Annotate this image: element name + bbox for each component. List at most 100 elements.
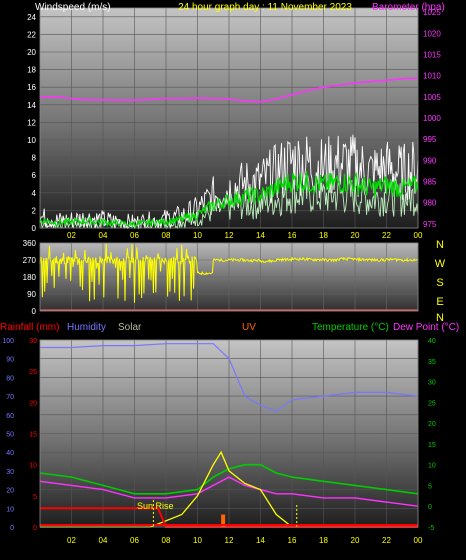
humidity-y-tick-label: 0: [10, 525, 14, 532]
wind-x-tick-label: 06: [130, 231, 139, 240]
temp-y-tick-label: -5: [428, 525, 434, 532]
wind-x-tick-label: 08: [162, 231, 171, 240]
rain-y-tick-label: 25: [29, 369, 37, 376]
temp-y-tick-label: 25: [428, 400, 436, 407]
rain-y-tick-label: 20: [29, 400, 37, 407]
rain-y-tick-label: 0: [33, 525, 37, 532]
temp-y-tick-label: 35: [428, 359, 436, 366]
temp-y-tick-label: 5: [428, 483, 432, 490]
humidity-label: Humidity: [67, 322, 106, 333]
lower-x-tick-label: 00: [414, 536, 423, 545]
wind-y-tick-label: 8: [32, 154, 37, 163]
barometer-label: Barometer (hpa): [372, 2, 445, 13]
humidity-y-tick-label: 100: [2, 338, 14, 345]
lower-x-tick-label: 16: [288, 536, 297, 545]
wind-x-tick-label: 00: [414, 231, 423, 240]
temp-y-tick-label: 0: [428, 504, 432, 511]
humidity-y-tick-label: 20: [6, 488, 14, 495]
lower-x-tick-label: 04: [99, 536, 108, 545]
sunrise-annotation: Sun Rise: [137, 501, 174, 511]
direction-y-tick-label: 90: [27, 290, 36, 299]
windspeed-label: Windspeed (m/s): [35, 2, 111, 13]
compass-label: N: [436, 239, 444, 251]
solar-label: Solar: [118, 322, 142, 333]
lower-chart-frame: [39, 339, 419, 528]
baro-y-tick-label: 975: [423, 220, 437, 229]
wind-y-tick-label: 0: [32, 224, 37, 233]
rain-y-tick-label: 5: [33, 494, 37, 501]
wind-average-trace: [39, 170, 419, 229]
baro-y-tick-label: 995: [423, 135, 437, 144]
humidity-y-tick-label: 40: [6, 450, 14, 457]
rain-y-tick-label: 15: [29, 432, 37, 439]
wind-y-tick-label: 12: [27, 118, 36, 127]
humidity-y-tick-label: 60: [6, 413, 14, 420]
wind-chart-grid: [40, 8, 419, 229]
baro-y-tick-label: 985: [423, 177, 437, 186]
uv-label: UV: [242, 322, 256, 333]
humidity-y-tick-label: 70: [6, 394, 14, 401]
lower-chart-axes: 0102030405060708090100051015202530-50510…: [2, 338, 436, 545]
wind-y-tick-label: 2: [32, 206, 37, 215]
direction-chart-marks: [39, 243, 419, 311]
lower-x-tick-label: 10: [193, 536, 202, 545]
direction-chart-frame: [39, 242, 419, 312]
wind-y-tick-label: 22: [27, 30, 36, 39]
wind-x-tick-label: 02: [67, 231, 76, 240]
wind-chart-frame: [39, 7, 419, 229]
temp-y-tick-label: 40: [428, 338, 436, 345]
compass-label: S: [436, 277, 443, 289]
temperature-line: [39, 463, 419, 495]
baro-y-tick-label: 1000: [423, 114, 441, 123]
compass-label: N: [436, 312, 444, 324]
uv-bar: [221, 514, 226, 527]
baro-y-tick-label: 1010: [423, 72, 441, 81]
temp-y-tick-label: 10: [428, 463, 436, 470]
wind-y-tick-label: 6: [32, 171, 37, 180]
lower-x-tick-label: 22: [382, 536, 391, 545]
baro-y-tick-label: 1025: [423, 8, 441, 17]
wind-chart-marks: [39, 77, 419, 230]
compass-label: E: [436, 296, 443, 308]
lower-x-tick-label: 08: [162, 536, 171, 545]
wind-y-tick-label: 10: [27, 136, 36, 145]
lower-x-tick-label: 14: [256, 536, 265, 545]
dewpoint-label: Dew Point (°C): [393, 322, 459, 333]
humidity-y-tick-label: 30: [6, 469, 14, 476]
lower-x-tick-label: 12: [225, 536, 234, 545]
wind-direction-trace: [39, 243, 419, 303]
wind-x-tick-label: 04: [99, 231, 108, 240]
wind-x-tick-label: 12: [225, 231, 234, 240]
lower-x-tick-label: 18: [319, 536, 328, 545]
wind-y-tick-label: 18: [27, 66, 36, 75]
direction-y-tick-label: 0: [32, 307, 37, 316]
lower-x-tick-label: 06: [130, 536, 139, 545]
wind-y-tick-label: 24: [27, 13, 36, 22]
baro-y-tick-label: 1020: [423, 29, 441, 38]
baro-y-tick-label: 1015: [423, 51, 441, 60]
baro-y-tick-label: 1005: [423, 93, 441, 102]
baro-y-tick-label: 990: [423, 156, 437, 165]
humidity-line: [40, 343, 419, 412]
humidity-y-tick-label: 90: [6, 357, 14, 364]
wind-y-tick-label: 4: [32, 189, 37, 198]
lower-x-tick-label: 02: [67, 536, 76, 545]
wind-x-tick-label: 10: [193, 231, 202, 240]
humidity-y-tick-label: 50: [6, 432, 14, 439]
wind-x-tick-label: 14: [256, 231, 265, 240]
temp-y-tick-label: 15: [428, 442, 436, 449]
rainfall-label: Rainfall (mm): [0, 322, 59, 333]
wind-x-tick-label: 20: [351, 231, 360, 240]
chart-title: 24 hour graph day : 11 November 2023: [178, 2, 352, 13]
wind-x-tick-label: 18: [319, 231, 328, 240]
wind-x-tick-label: 22: [382, 231, 391, 240]
direction-y-tick-label: 270: [23, 256, 37, 265]
wind-y-tick-label: 16: [27, 83, 36, 92]
direction-y-tick-label: 360: [23, 239, 37, 248]
wind-chart-axes: 0246810121416182022249759809859909951000…: [27, 7, 441, 240]
lower-chart-grid: [40, 339, 419, 528]
humidity-y-tick-label: 80: [6, 375, 14, 382]
